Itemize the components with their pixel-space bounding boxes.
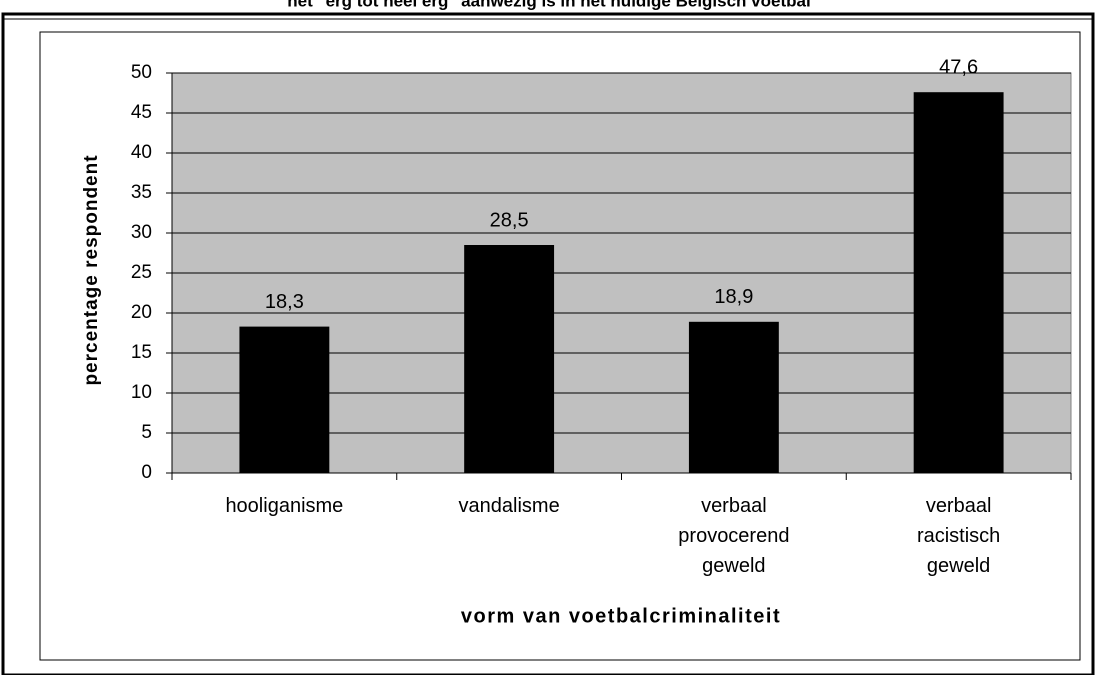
x-tick-label: hooliganisme: [225, 495, 343, 517]
x-tick-label-line: geweld: [927, 555, 990, 577]
x-tick-label-line: geweld: [702, 555, 765, 577]
bar: [688, 321, 779, 473]
y-axis-title: percentage respondent: [81, 154, 102, 385]
x-tick-label: verbaal racistisch geweld: [917, 495, 1000, 577]
x-tick-label-line: verbaal: [701, 495, 767, 517]
y-tick-label: 35: [131, 182, 152, 203]
y-tick-label: 20: [131, 302, 152, 323]
bar: [464, 245, 555, 473]
y-tick-label: 15: [131, 342, 152, 363]
y-tick-label: 0: [141, 462, 152, 483]
x-tick-label-line: hooliganisme: [225, 495, 343, 517]
data-label: 18,9: [714, 286, 753, 308]
x-tick-label-line: racistisch: [917, 525, 1000, 547]
x-tick-label-line: vandalisme: [459, 495, 560, 517]
x-tick-label: verbaal provocerend geweld: [678, 495, 789, 577]
y-tick-label: 25: [131, 262, 152, 283]
y-tick-label: 5: [141, 422, 152, 443]
y-tick-label: 10: [131, 382, 152, 403]
bar: [239, 326, 330, 473]
x-tick-label-line: provocerend: [678, 525, 789, 547]
y-tick-label: 40: [131, 142, 152, 163]
bar: [913, 92, 1004, 473]
x-tick-label: vandalisme: [459, 495, 560, 517]
data-label: 28,5: [490, 209, 529, 231]
data-label: 47,6: [939, 56, 978, 78]
x-tick-label-line: verbaal: [926, 495, 992, 517]
outer-frame: [1, 12, 1095, 675]
y-tick-label: 30: [131, 222, 152, 243]
data-label: 18,3: [265, 291, 304, 313]
y-tick-label: 50: [131, 62, 152, 83]
chart-title: het "erg tot heel erg" aanwezig is in he…: [287, 0, 810, 10]
y-tick-label: 45: [131, 102, 152, 123]
x-axis-title: vorm van voetbalcriminaliteit: [461, 605, 781, 627]
